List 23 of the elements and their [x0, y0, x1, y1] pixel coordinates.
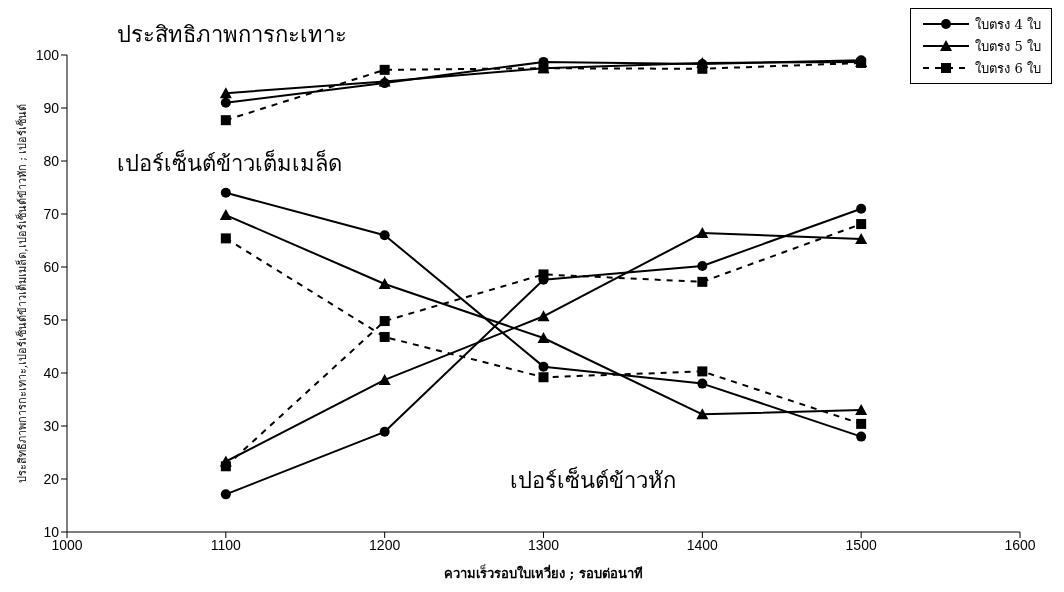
- x-tick-label: 1300: [527, 536, 560, 553]
- x-tick-label: 1200: [369, 536, 401, 553]
- x-axis-title: ความเร็วรอบใบเหวี่ยง ; รอบต่อนาที: [444, 564, 643, 581]
- y-tick-label: 40: [43, 364, 60, 381]
- legend-label: ใบตรง 5 ใบ: [975, 37, 1041, 56]
- y-axis-title: ประสิทธิภาพการกะเทาะ,เปอร์เซ็นต์ข้าวเต็มเมล็ด,เปอร์เซ็นต์ข้าวหัก ; เปอร์เซ็นต์: [14, 103, 29, 484]
- x-tick-label: 1500: [845, 536, 877, 553]
- y-tick-label: 70: [43, 205, 60, 222]
- y-tick-label: 20: [43, 470, 60, 487]
- legend-label: ใบตรง 6 ใบ: [975, 59, 1041, 78]
- annotation: เปอร์เซ็นต์ข้าวเต็มเมล็ด: [117, 148, 342, 178]
- x-tick-label: 1400: [686, 536, 719, 553]
- y-tick-label: 90: [43, 99, 60, 116]
- y-tick-label: 30: [43, 417, 60, 434]
- x-tick-label: 1600: [1004, 536, 1036, 553]
- text: ประสิทธิภาพการกะเทาะ: [117, 21, 347, 49]
- annotation: เปอร์เซ็นต์ข้าวหัก: [510, 465, 677, 496]
- y-tick-label: 50: [43, 311, 60, 328]
- y-tick-label: 80: [43, 152, 60, 169]
- y-tick-label: 60: [43, 258, 60, 275]
- x-tick-label: 1100: [210, 536, 242, 553]
- y-tick-label: 100: [35, 46, 60, 63]
- legend-label: ใบตรง 4 ใบ: [975, 15, 1041, 34]
